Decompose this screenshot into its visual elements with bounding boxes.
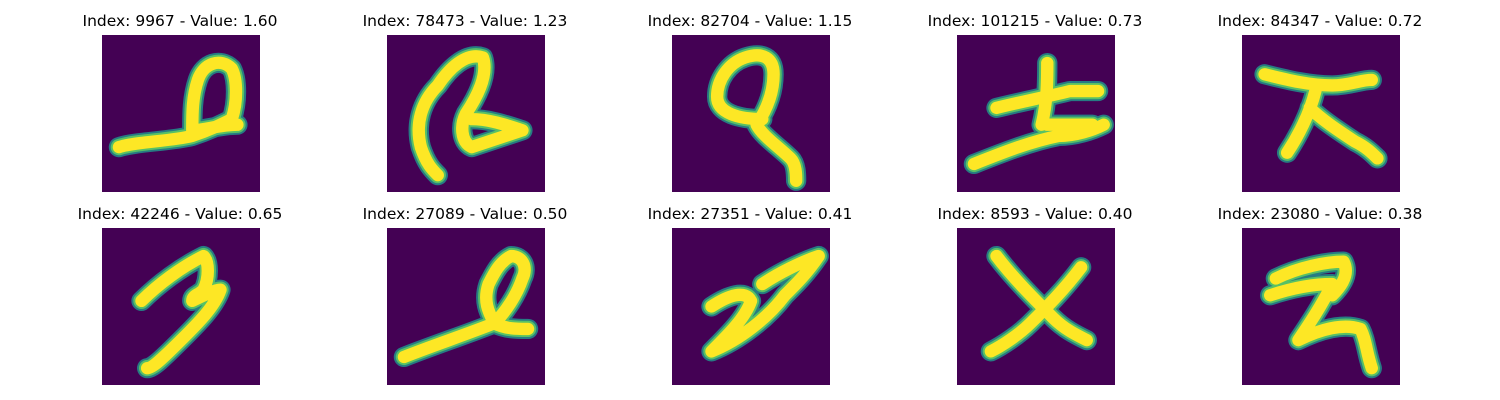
glyph-image <box>672 228 830 385</box>
glyph-stroke-layer-3 <box>967 56 1110 171</box>
glyph-stroke-layer-3 <box>1264 255 1378 375</box>
glyph-image <box>1242 228 1400 385</box>
panel-10: Index: 23080 - Value: 0.38 <box>1170 193 1470 385</box>
glyph-image <box>1242 35 1400 192</box>
glyph-image <box>102 228 260 385</box>
glyph-image <box>387 228 545 385</box>
panel-title: Index: 84347 - Value: 0.72 <box>1217 12 1423 30</box>
glyph-image <box>957 35 1115 192</box>
glyph-image <box>102 35 260 192</box>
panel-8: Index: 27351 - Value: 0.41 <box>600 193 900 385</box>
panel-title: Index: 9967 - Value: 1.60 <box>82 12 278 30</box>
panel-title: Index: 82704 - Value: 1.15 <box>647 12 853 30</box>
glyph-image <box>387 35 545 192</box>
panel-title: Index: 101215 - Value: 0.73 <box>927 12 1143 30</box>
glyph-stroke-layer-3 <box>412 50 529 182</box>
glyph-image <box>672 35 830 192</box>
glyph-stroke-layer-3 <box>112 56 244 154</box>
panel-title: Index: 23080 - Value: 0.38 <box>1217 205 1423 223</box>
glyph-image <box>957 228 1115 385</box>
glyph-stroke-layer-3 <box>705 249 825 358</box>
panel-4: Index: 101215 - Value: 0.73 <box>885 0 1185 192</box>
panel-6: Index: 42246 - Value: 0.65 <box>30 193 330 385</box>
panel-7: Index: 27089 - Value: 0.50 <box>315 193 615 385</box>
panel-2: Index: 78473 - Value: 1.23 <box>315 0 615 192</box>
panel-1: Index: 9967 - Value: 1.60 <box>30 0 330 192</box>
panel-title: Index: 27351 - Value: 0.41 <box>647 205 853 223</box>
panel-5: Index: 84347 - Value: 0.72 <box>1170 0 1470 192</box>
panel-title: Index: 8593 - Value: 0.40 <box>937 205 1133 223</box>
glyph-stroke-layer-3 <box>710 49 803 187</box>
panel-title: Index: 42246 - Value: 0.65 <box>77 205 283 223</box>
panel-title: Index: 27089 - Value: 0.50 <box>362 205 568 223</box>
glyph-stroke-layer-3 <box>1258 68 1384 165</box>
panel-9: Index: 8593 - Value: 0.40 <box>885 193 1185 385</box>
panel-title: Index: 78473 - Value: 1.23 <box>362 12 568 30</box>
glyph-stroke-layer-3 <box>984 249 1093 358</box>
glyph-stroke-layer-3 <box>135 249 227 375</box>
panel-3: Index: 82704 - Value: 1.15 <box>600 0 900 192</box>
glyph-stroke-layer-3 <box>397 249 535 364</box>
